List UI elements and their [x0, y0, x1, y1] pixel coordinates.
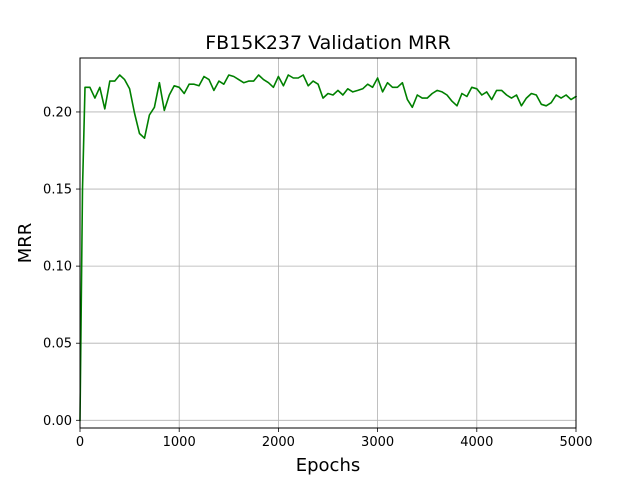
y-axis-ticks: 0.00 0.05 0.10 0.15 0.20	[43, 105, 80, 429]
y-tick-label: 0.00	[43, 414, 72, 429]
x-tick-label: 1000	[163, 435, 196, 450]
y-tick-label: 0.15	[43, 183, 72, 198]
x-tick-label: 3000	[361, 435, 394, 450]
chart-title: FB15K237 Validation MRR	[205, 32, 451, 54]
data-layer	[79, 74, 578, 422]
x-tick-label: 4000	[460, 435, 493, 450]
y-tick-label: 0.05	[43, 337, 72, 352]
y-axis-label: MRR	[15, 223, 36, 264]
y-tick-label: 0.20	[43, 105, 72, 120]
mrr-series-line	[79, 74, 578, 422]
x-tick-label: 5000	[559, 435, 592, 450]
x-axis-label: Epochs	[296, 455, 361, 476]
x-axis-ticks: 0 1000 2000 3000 4000 5000	[76, 428, 593, 450]
plot-frame	[79, 57, 577, 429]
y-tick-label: 0.10	[43, 260, 72, 275]
x-tick-label: 0	[76, 435, 84, 450]
x-tick-label: 2000	[262, 435, 295, 450]
